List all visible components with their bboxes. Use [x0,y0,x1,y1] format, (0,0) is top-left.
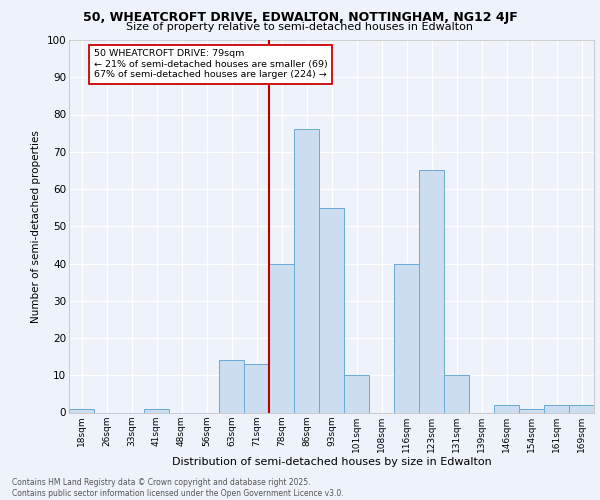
Text: Contains HM Land Registry data © Crown copyright and database right 2025.
Contai: Contains HM Land Registry data © Crown c… [12,478,344,498]
Bar [494,405,519,412]
Text: 50, WHEATCROFT DRIVE, EDWALTON, NOTTINGHAM, NG12 4JF: 50, WHEATCROFT DRIVE, EDWALTON, NOTTINGH… [83,11,517,24]
Bar [144,409,169,412]
Bar [444,375,469,412]
Bar [344,375,369,412]
Bar [544,405,569,412]
Bar [244,364,269,412]
Bar [419,170,444,412]
Text: 50 WHEATCROFT DRIVE: 79sqm
← 21% of semi-detached houses are smaller (69)
67% of: 50 WHEATCROFT DRIVE: 79sqm ← 21% of semi… [94,50,328,79]
Bar [569,405,594,412]
Bar [519,409,544,412]
Text: Size of property relative to semi-detached houses in Edwalton: Size of property relative to semi-detach… [127,22,473,32]
Y-axis label: Number of semi-detached properties: Number of semi-detached properties [31,130,41,322]
Bar [269,264,294,412]
Bar [319,208,344,412]
Bar [294,130,319,412]
Bar [394,264,419,412]
X-axis label: Distribution of semi-detached houses by size in Edwalton: Distribution of semi-detached houses by … [172,457,491,467]
Bar [219,360,244,412]
Bar [69,409,94,412]
